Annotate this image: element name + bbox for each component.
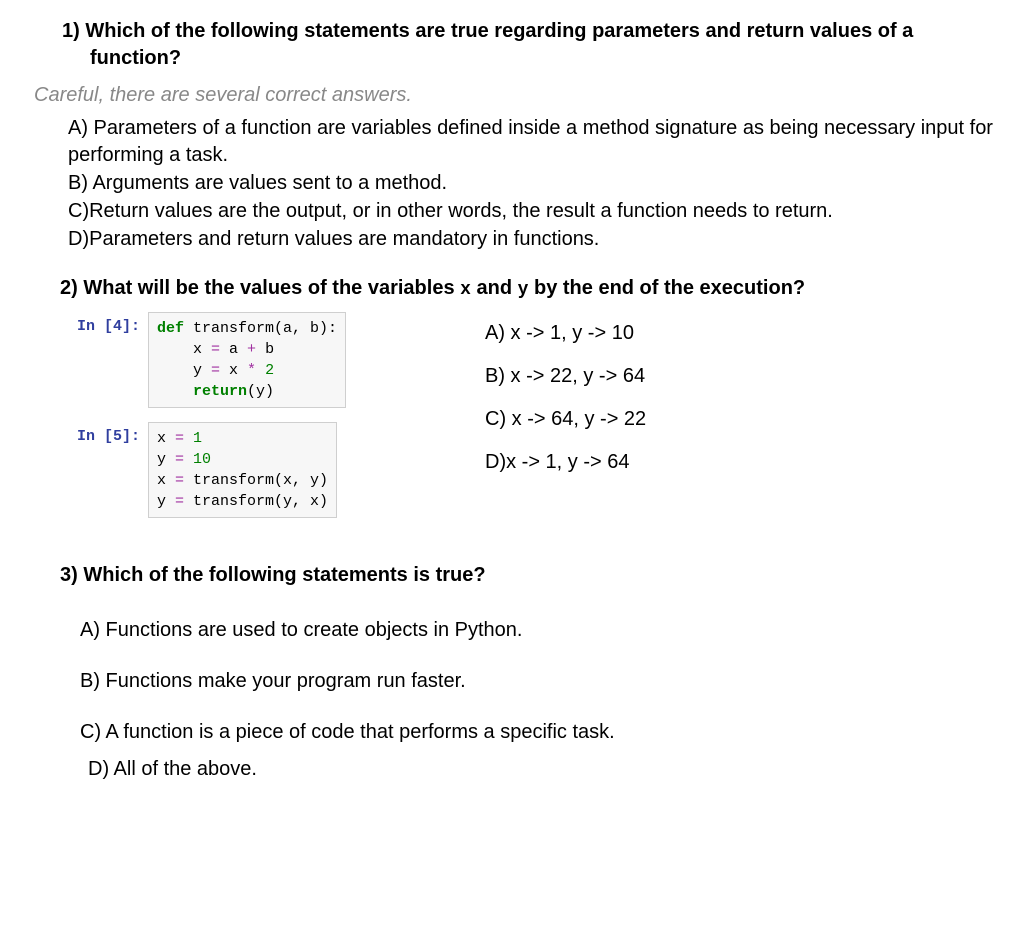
q3-answer-d[interactable]: D) All of the above. bbox=[88, 756, 1004, 783]
q2-text-1: What will be the values of the variables bbox=[83, 277, 460, 299]
q1-number: 1) bbox=[62, 20, 80, 42]
q2-heading: 2) What will be the values of the variab… bbox=[20, 275, 1004, 302]
q1-heading: 1) Which of the following statements are… bbox=[20, 18, 1004, 72]
q2-options: A) x -> 1, y -> 10 B) x -> 22, y -> 64 C… bbox=[485, 312, 646, 492]
code-box-4: def transform(a, b): x = a + b y = x * 2… bbox=[148, 312, 346, 408]
kw-def: def bbox=[157, 320, 184, 337]
q1-answers: A) Parameters of a function are variable… bbox=[68, 115, 1004, 253]
code-box-5: x = 1 y = 10 x = transform(x, y) y = tra… bbox=[148, 422, 337, 518]
code-column: In [4]: def transform(a, b): x = a + b y… bbox=[60, 312, 430, 532]
q2-var-y: y bbox=[518, 280, 529, 300]
q2-body: In [4]: def transform(a, b): x = a + b y… bbox=[60, 312, 1004, 532]
q1-answer-a[interactable]: A) Parameters of a function are variable… bbox=[68, 115, 1004, 169]
q3-text: Which of the following statements is tru… bbox=[83, 564, 485, 586]
q3-answer-c[interactable]: C) A function is a piece of code that pe… bbox=[80, 719, 1004, 746]
code-cell-5: In [5]: x = 1 y = 10 x = transform(x, y)… bbox=[60, 422, 430, 518]
q3-answer-a[interactable]: A) Functions are used to create objects … bbox=[80, 617, 1004, 644]
q3-answer-b[interactable]: B) Functions make your program run faste… bbox=[80, 668, 1004, 695]
q2-option-d[interactable]: D)x -> 1, y -> 64 bbox=[485, 449, 646, 476]
q3-answers: A) Functions are used to create objects … bbox=[80, 617, 1004, 783]
q1-answer-c[interactable]: C)Return values are the output, or in ot… bbox=[68, 198, 1004, 225]
q2-option-c[interactable]: C) x -> 64, y -> 22 bbox=[485, 406, 646, 433]
prompt-in-5: In [5]: bbox=[60, 422, 148, 518]
q2-option-b[interactable]: B) x -> 22, y -> 64 bbox=[485, 363, 646, 390]
q1-text: Which of the following statements are tr… bbox=[85, 20, 913, 69]
q2-number: 2) bbox=[60, 277, 78, 299]
q1-answer-b[interactable]: B) Arguments are values sent to a method… bbox=[68, 170, 1004, 197]
q2-option-a[interactable]: A) x -> 1, y -> 10 bbox=[485, 320, 646, 347]
q2-var-x: x bbox=[460, 280, 471, 300]
prompt-in-4: In [4]: bbox=[60, 312, 148, 408]
q2-text-2: and bbox=[471, 277, 518, 299]
q1-hint: Careful, there are several correct answe… bbox=[34, 82, 1004, 109]
q2-text-3: by the end of the execution? bbox=[528, 277, 805, 299]
q3-number: 3) bbox=[60, 564, 78, 586]
q1-answer-d[interactable]: D)Parameters and return values are manda… bbox=[68, 226, 1004, 253]
kw-return: return bbox=[193, 383, 247, 400]
q3-heading: 3) Which of the following statements is … bbox=[20, 562, 1004, 589]
code-cell-4: In [4]: def transform(a, b): x = a + b y… bbox=[60, 312, 430, 408]
